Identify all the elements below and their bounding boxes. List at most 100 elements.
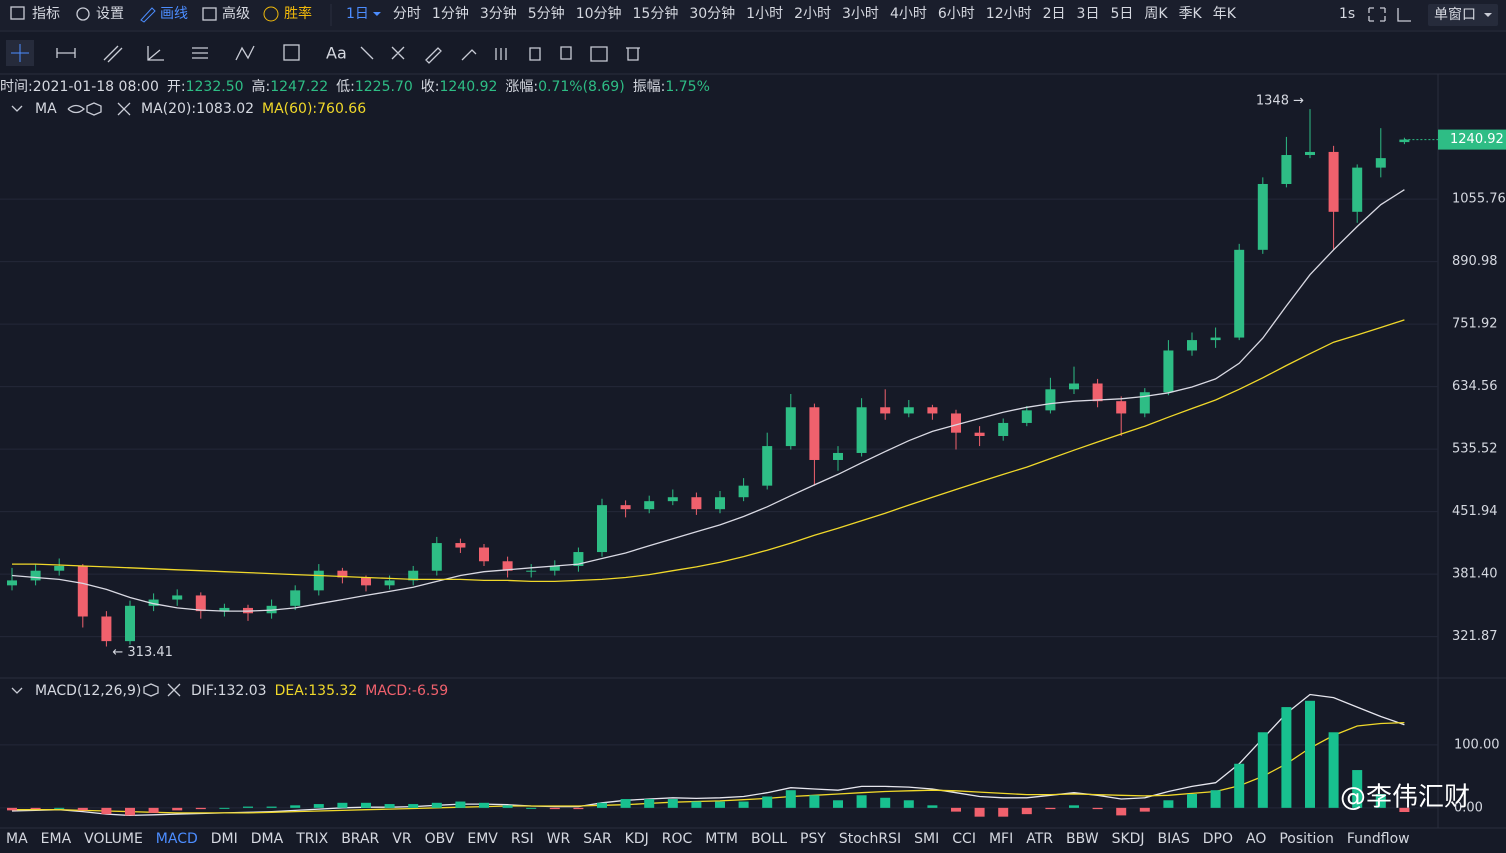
indicator-tab[interactable]: SAR — [583, 831, 612, 847]
indicator-tab[interactable]: KDJ — [625, 831, 649, 847]
histogram-bar — [337, 802, 348, 808]
indicator-tab[interactable]: RSI — [511, 831, 534, 847]
window-button[interactable] — [1428, 4, 1498, 26]
legend-entry: MA(20):1083.02 — [141, 101, 254, 117]
indicator-tab[interactable]: SMI — [914, 831, 939, 847]
indicator-tab[interactable]: PSY — [800, 831, 826, 847]
tool[interactable]: 胜率 — [284, 5, 312, 22]
indicator-tab[interactable]: DMI — [211, 831, 238, 847]
collapse[interactable] — [11, 687, 23, 694]
info-value: 1232.50 — [186, 79, 244, 95]
histogram-bar — [785, 790, 796, 808]
macd-line — [12, 721, 1405, 814]
histogram-bar — [762, 796, 773, 808]
timeframe[interactable]: 1分钟 — [432, 5, 469, 22]
histogram-bar — [408, 804, 419, 808]
indicator-tab[interactable]: BIAS — [1158, 831, 1190, 847]
indicator-tab[interactable]: DPO — [1203, 831, 1233, 847]
ma-line — [11, 189, 1405, 612]
indicator-tab[interactable]: ROC — [662, 831, 693, 847]
timeframe[interactable]: 分时 — [393, 6, 421, 22]
timeframe[interactable]: 5分钟 — [528, 5, 565, 22]
timeframe[interactable]: 12小时 — [986, 6, 1032, 22]
timeframe[interactable]: 1小时 — [746, 6, 783, 22]
indicator-tab[interactable]: StochRSI — [839, 831, 901, 847]
histogram-bar — [951, 807, 961, 812]
icons[interactable] — [143, 683, 181, 697]
tool[interactable]: 设置 — [96, 6, 124, 22]
indicator-tab[interactable]: MA — [6, 831, 28, 847]
indicator-tab[interactable]: BRAR — [341, 831, 379, 847]
timeframe[interactable]: 3小时 — [842, 6, 879, 22]
indicator-tab[interactable]: MFI — [989, 831, 1013, 847]
indicator-tab[interactable]: SKDJ — [1112, 831, 1145, 847]
tool[interactable]: 画线 — [160, 6, 188, 22]
indicator-tab[interactable]: EMV — [467, 831, 498, 847]
icon[interactable] — [11, 44, 29, 62]
icon[interactable] — [103, 45, 123, 63]
indicator-tab[interactable]: BOLL — [751, 831, 787, 847]
timeframe[interactable]: 2小时 — [794, 6, 831, 22]
icons[interactable] — [67, 102, 131, 116]
indicator-tab[interactable]: CCI — [952, 831, 976, 847]
timeframe[interactable]: 3分钟 — [480, 5, 517, 22]
candle-body — [219, 607, 230, 612]
indicator-tab[interactable]: BBW — [1066, 831, 1099, 847]
histogram-bar — [903, 800, 914, 808]
histogram-bar — [549, 807, 560, 810]
candle-body — [880, 407, 891, 414]
icon[interactable] — [235, 45, 255, 61]
indicator-tab[interactable]: EMA — [41, 831, 72, 847]
tool[interactable]: 指标 — [32, 6, 60, 22]
text-tool[interactable]: Aa — [326, 44, 347, 63]
indicator-tab[interactable]: VOLUME — [84, 831, 143, 847]
icon[interactable] — [56, 48, 76, 58]
window-label[interactable]: 单窗口 — [1434, 6, 1476, 23]
indicator-tab[interactable]: MTM — [705, 831, 738, 847]
histogram-bar — [1328, 732, 1339, 808]
histogram-bar — [998, 807, 1009, 817]
icon[interactable] — [147, 46, 164, 61]
indicator-tab[interactable]: WR — [547, 831, 571, 847]
indicator-tabs: MA EMA VOLUME MACD DMI DMA TRIX BRAR VR OBV EMV RSI… — [6, 831, 1410, 847]
timeframe[interactable]: 6小时 — [938, 6, 975, 22]
timeframe[interactable]: 2日 — [1043, 6, 1066, 22]
indicator-tab[interactable]: DMA — [251, 831, 284, 847]
icons[interactable] — [360, 46, 640, 64]
timeframe[interactable]: 10分钟 — [576, 5, 622, 22]
tool[interactable]: 高级 — [222, 5, 250, 22]
candle-body — [290, 590, 301, 606]
indicator-tab[interactable]: OBV — [425, 831, 455, 847]
indicator-tab[interactable]: AO — [1246, 831, 1266, 847]
collapse[interactable] — [11, 105, 23, 112]
indicator-tab[interactable]: Fundflow — [1347, 831, 1410, 847]
indicator-tab[interactable]: Position — [1279, 831, 1334, 847]
info-value: 1240.92 — [439, 79, 497, 95]
indicator-tab[interactable]: MACD — [156, 831, 198, 847]
histogram-bar — [1210, 790, 1221, 808]
candle-body — [1234, 249, 1245, 338]
dropdown — [372, 12, 381, 16]
candle-body — [1187, 340, 1197, 351]
histogram-bar — [172, 807, 183, 811]
timeframe[interactable]: 15分钟 — [633, 5, 679, 22]
candle-body — [856, 407, 867, 453]
candle-body — [738, 485, 749, 498]
icon[interactable] — [192, 47, 208, 59]
timeframe[interactable]: 季K — [1179, 6, 1203, 22]
timeframe[interactable]: 1日 — [346, 6, 369, 22]
histogram-bar — [644, 799, 655, 808]
speed[interactable]: 1s — [1339, 6, 1355, 22]
icon[interactable] — [283, 44, 300, 61]
timeframe[interactable]: 周K — [1144, 6, 1168, 22]
indicator-tab[interactable]: VR — [392, 831, 412, 847]
timeframe[interactable]: 年K — [1213, 6, 1237, 22]
timeframe[interactable]: 30分钟 — [689, 5, 735, 22]
indicator-tab[interactable]: ATR — [1026, 831, 1053, 847]
histogram-bar — [880, 797, 891, 808]
timeframe[interactable]: 4小时 — [890, 6, 927, 22]
indicator-tab[interactable]: TRIX — [295, 831, 328, 847]
histogram-bar — [54, 807, 65, 809]
timeframe[interactable]: 3日 — [1077, 6, 1100, 22]
timeframe[interactable]: 5日 — [1110, 6, 1133, 22]
